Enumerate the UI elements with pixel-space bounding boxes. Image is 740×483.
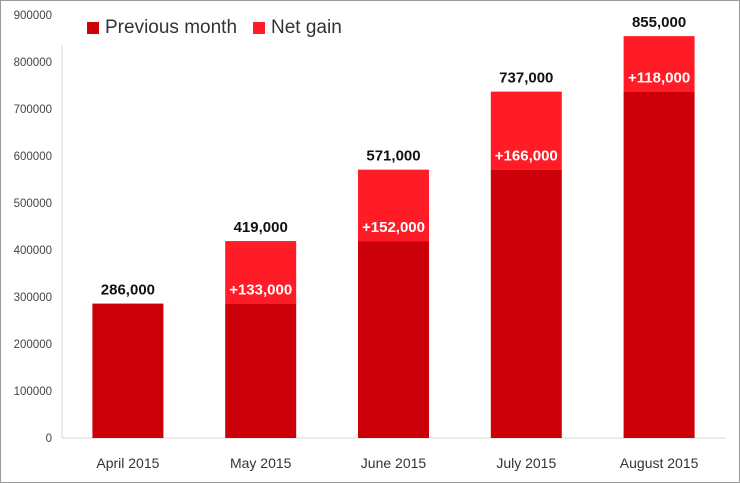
x-tick-label: June 2015 <box>361 455 427 471</box>
total-label: 571,000 <box>366 148 420 165</box>
legend-item-previous-month: Previous month <box>87 17 237 39</box>
x-tick-label: July 2015 <box>496 455 556 471</box>
total-label: 419,000 <box>234 219 288 236</box>
total-label: 855,000 <box>632 14 686 31</box>
bar-net-gain <box>623 36 695 92</box>
y-tick-label: 400000 <box>14 245 52 257</box>
y-tick-label: 300000 <box>14 292 52 304</box>
legend-label: Previous month <box>105 17 238 38</box>
bar-previous-month <box>225 303 297 438</box>
x-tick-label: April 2015 <box>96 455 159 471</box>
y-tick-label: 700000 <box>14 104 52 116</box>
bar-previous-month <box>358 241 429 438</box>
legend: Previous month Net gain <box>87 17 342 39</box>
bar-net-gain <box>490 91 562 170</box>
bar-previous-month <box>623 91 695 439</box>
y-tick-label: 200000 <box>14 339 52 351</box>
y-tick-label: 600000 <box>14 151 52 163</box>
total-label: 737,000 <box>499 70 553 87</box>
gain-label: +166,000 <box>495 148 558 165</box>
bar-net-gain <box>358 169 429 242</box>
legend-item-net-gain: Net gain <box>253 17 342 39</box>
gain-label: +133,000 <box>229 282 292 299</box>
total-label: 286,000 <box>101 282 155 299</box>
y-tick-label: 100000 <box>14 386 52 398</box>
bar-previous-month <box>92 303 164 438</box>
y-tick-label: 500000 <box>14 198 52 210</box>
x-tick-label: August 2015 <box>620 455 699 471</box>
bar-previous-month <box>490 169 562 438</box>
y-tick-label: 0 <box>46 433 52 445</box>
y-tick-label: 800000 <box>14 57 52 69</box>
x-tick-label: May 2015 <box>230 455 292 471</box>
y-tick-label: 900000 <box>14 10 52 22</box>
gain-label: +152,000 <box>362 219 425 236</box>
legend-label: Net gain <box>271 17 342 38</box>
legend-swatch-net-gain <box>253 22 266 34</box>
legend-swatch-previous-month <box>87 22 99 34</box>
bar-net-gain <box>225 241 297 304</box>
gain-label: +118,000 <box>628 70 690 87</box>
